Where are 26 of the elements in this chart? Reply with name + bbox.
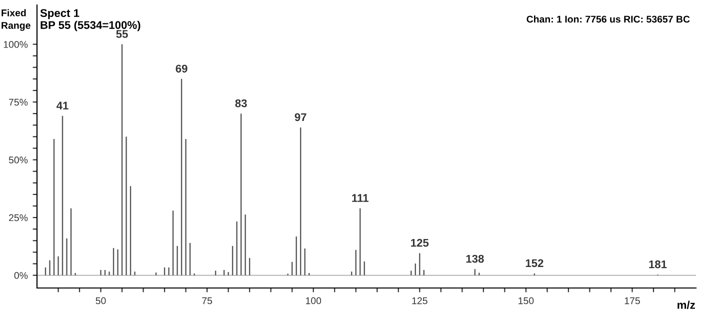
annotation: 125	[411, 238, 429, 247]
annotation: 69	[176, 64, 188, 73]
text: BP 55 (5534=100%)	[40, 20, 140, 32]
annotation: 181	[649, 260, 667, 268]
annotation: 55	[116, 30, 128, 38]
annotation: 83	[235, 99, 247, 108]
x-tick-label: 150	[518, 297, 534, 304]
annotation: 41	[56, 102, 68, 110]
x-tick-label: 175	[624, 297, 640, 304]
x-tick-label: 125	[412, 297, 428, 304]
annotation: 138	[466, 254, 484, 263]
annotation: 97	[294, 113, 306, 122]
text: Fixed Range	[2, 9, 30, 31]
annotation: 152	[526, 259, 544, 268]
annotation: Chan: 1 Ion: 7756 us RIC: 53657 BC	[526, 15, 690, 23]
y-tick-label: 25%	[9, 214, 28, 222]
chart-title: Spect 1	[40, 9, 80, 20]
y-tick-label: 75%	[9, 98, 28, 106]
x-tick-label: 100	[306, 297, 322, 304]
annotation: 111	[352, 194, 368, 202]
y-tick-label: 50%	[8, 156, 28, 164]
y-tick-label: 0%	[14, 272, 28, 279]
y-tick-label: 100%	[4, 41, 28, 48]
x-tick-label: 50	[96, 297, 106, 304]
x-tick-label: 75	[202, 297, 212, 304]
x-axis-title: m/z	[678, 300, 695, 310]
